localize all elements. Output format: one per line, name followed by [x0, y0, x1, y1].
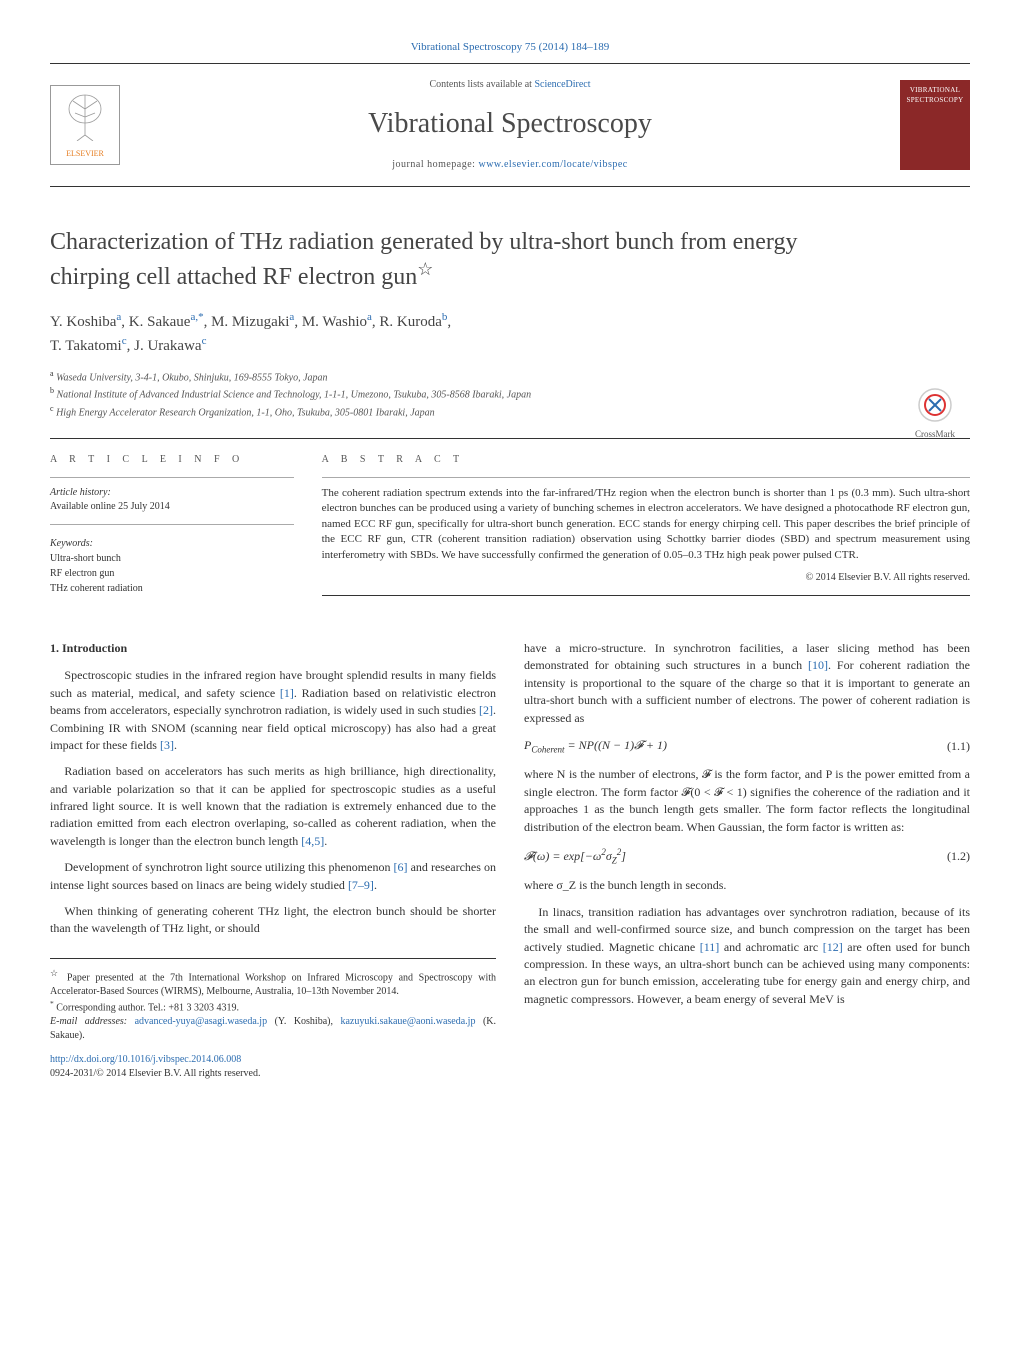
- ref-link[interactable]: [4,5]: [301, 834, 324, 848]
- author-aff: a: [289, 311, 294, 323]
- elsevier-tree-icon: [63, 91, 107, 148]
- paragraph: Spectroscopic studies in the infrared re…: [50, 667, 496, 754]
- author: K. Sakaue: [129, 314, 191, 330]
- journal-cover-thumbnail: VIBRATIONAL SPECTROSCOPY: [900, 80, 970, 170]
- equation-body: 𝓕(ω) = exp[−ω2σZ2]: [524, 846, 920, 867]
- keyword: THz coherent radiation: [50, 581, 294, 596]
- homepage-prefix: journal homepage:: [392, 159, 478, 170]
- author-aff: a,: [190, 311, 198, 323]
- footnotes: ☆ Paper presented at the 7th Internation…: [50, 958, 496, 1082]
- author-aff: c: [202, 335, 207, 347]
- cover-title: VIBRATIONAL SPECTROSCOPY: [902, 86, 968, 106]
- author-list: Y. Koshibaa, K. Sakauea,*, M. Mizugakia,…: [50, 309, 970, 358]
- title-note-marker: ☆: [417, 259, 433, 279]
- equation-body: PCoherent = NP((N − 1)𝓕 + 1): [524, 737, 920, 756]
- abstract-bottom-rule: [322, 595, 970, 596]
- issn-copyright: 0924-2031/© 2014 Elsevier B.V. All right…: [50, 1068, 260, 1079]
- article-title: Characterization of THz radiation genera…: [50, 227, 870, 293]
- equation: PCoherent = NP((N − 1)𝓕 + 1) (1.1): [524, 737, 970, 756]
- section-heading: 1. Introduction: [50, 640, 496, 657]
- abstract: a b s t r a c t The coherent radiation s…: [308, 439, 970, 610]
- ref-link[interactable]: [12]: [823, 940, 843, 954]
- publisher-logo: ELSEVIER: [50, 85, 120, 165]
- crossmark-label: CrossMark: [900, 428, 970, 441]
- author: T. Takatomi: [50, 338, 122, 354]
- conference-note: ☆ Paper presented at the 7th Internation…: [50, 967, 496, 999]
- article-page: Vibrational Spectroscopy 75 (2014) 184–1…: [0, 0, 1020, 1121]
- corresponding-note: * Corresponding author. Tel.: +81 3 3203…: [50, 999, 496, 1015]
- history-line: Available online 25 July 2014: [50, 500, 294, 514]
- paragraph: have a micro-structure. In synchrotron f…: [524, 640, 970, 727]
- equation: 𝓕(ω) = exp[−ω2σZ2] (1.2): [524, 846, 970, 867]
- ref-link[interactable]: [6]: [394, 860, 408, 874]
- paragraph: where N is the number of electrons, 𝓕 is…: [524, 766, 970, 836]
- author: J. Urakawa: [134, 338, 201, 354]
- abstract-label: a b s t r a c t: [322, 453, 970, 467]
- paragraph: When thinking of generating coherent THz…: [50, 903, 496, 938]
- corresponding-marker: *: [198, 311, 204, 323]
- masthead-center: Contents lists available at ScienceDirec…: [120, 78, 900, 171]
- email-link[interactable]: kazuyuki.sakaue@aoni.waseda.jp: [340, 1016, 475, 1027]
- ref-link[interactable]: [1]: [280, 686, 294, 700]
- email-who: (Y. Koshiba),: [275, 1016, 333, 1027]
- affiliation-a: a Waseda University, 3-4-1, Okubo, Shinj…: [50, 368, 970, 385]
- doi-block: http://dx.doi.org/10.1016/j.vibspec.2014…: [50, 1053, 496, 1081]
- left-column: 1. Introduction Spectroscopic studies in…: [50, 640, 496, 1082]
- article-info: a r t i c l e i n f o Article history: A…: [50, 439, 308, 610]
- title-block: CrossMark Characterization of THz radiat…: [50, 227, 970, 420]
- keyword: Ultra-short bunch: [50, 551, 294, 566]
- paragraph: In linacs, transition radiation has adva…: [524, 904, 970, 1008]
- author: M. Mizugaki: [211, 314, 289, 330]
- keywords-heading: Keywords:: [50, 537, 294, 551]
- paragraph: Development of synchrotron light source …: [50, 859, 496, 894]
- affiliation-b: b National Institute of Advanced Industr…: [50, 385, 970, 402]
- paragraph: where σ_Z is the bunch length in seconds…: [524, 877, 970, 894]
- ref-link[interactable]: [11]: [700, 940, 720, 954]
- abstract-copyright: © 2014 Elsevier B.V. All rights reserved…: [322, 571, 970, 585]
- keyword: RF electron gun: [50, 566, 294, 581]
- author-aff: a: [367, 311, 372, 323]
- email-link[interactable]: advanced-yuya@asagi.waseda.jp: [135, 1016, 268, 1027]
- publisher-name: ELSEVIER: [66, 148, 104, 159]
- contents-line: Contents lists available at ScienceDirec…: [120, 78, 900, 92]
- sciencedirect-link[interactable]: ScienceDirect: [534, 79, 590, 90]
- homepage-link[interactable]: www.elsevier.com/locate/vibspec: [478, 159, 627, 170]
- crossmark-icon: [917, 387, 953, 423]
- paragraph: Radiation based on accelerators has such…: [50, 763, 496, 850]
- affiliation-c: c High Energy Accelerator Research Organ…: [50, 403, 970, 420]
- author-aff: a: [116, 311, 121, 323]
- info-abstract-row: a r t i c l e i n f o Article history: A…: [50, 438, 970, 610]
- author: Y. Koshiba: [50, 314, 116, 330]
- abstract-text: The coherent radiation spectrum extends …: [322, 486, 970, 563]
- info-rule: [50, 477, 294, 478]
- crossmark-badge[interactable]: CrossMark: [900, 387, 970, 441]
- equation-number: (1.1): [920, 738, 970, 755]
- right-column: have a micro-structure. In synchrotron f…: [524, 640, 970, 1082]
- author-aff: b: [442, 311, 448, 323]
- running-head-citation: Vibrational Spectroscopy 75 (2014) 184–1…: [50, 40, 970, 55]
- equation-number: (1.2): [920, 848, 970, 865]
- ref-link[interactable]: [7–9]: [348, 878, 374, 892]
- ref-link[interactable]: [10]: [808, 658, 828, 672]
- homepage-line: journal homepage: www.elsevier.com/locat…: [120, 158, 900, 172]
- doi-link[interactable]: http://dx.doi.org/10.1016/j.vibspec.2014…: [50, 1054, 241, 1065]
- author: M. Washio: [302, 314, 367, 330]
- contents-prefix: Contents lists available at: [429, 79, 534, 90]
- journal-masthead: ELSEVIER Contents lists available at Sci…: [50, 64, 970, 186]
- affiliations: a Waseda University, 3-4-1, Okubo, Shinj…: [50, 368, 970, 420]
- info-rule-2: [50, 524, 294, 525]
- body-columns: 1. Introduction Spectroscopic studies in…: [50, 640, 970, 1082]
- keywords-list: Ultra-short bunch RF electron gun THz co…: [50, 551, 294, 596]
- ref-link[interactable]: [2]: [479, 703, 493, 717]
- history-heading: Article history:: [50, 486, 294, 500]
- author: R. Kuroda: [379, 314, 442, 330]
- ref-link[interactable]: [3]: [160, 738, 174, 752]
- abstract-rule: [322, 477, 970, 478]
- info-label: a r t i c l e i n f o: [50, 453, 294, 467]
- journal-name: Vibrational Spectroscopy: [120, 104, 900, 143]
- author-aff: c: [122, 335, 127, 347]
- email-line: E-mail addresses: advanced-yuya@asagi.wa…: [50, 1015, 496, 1043]
